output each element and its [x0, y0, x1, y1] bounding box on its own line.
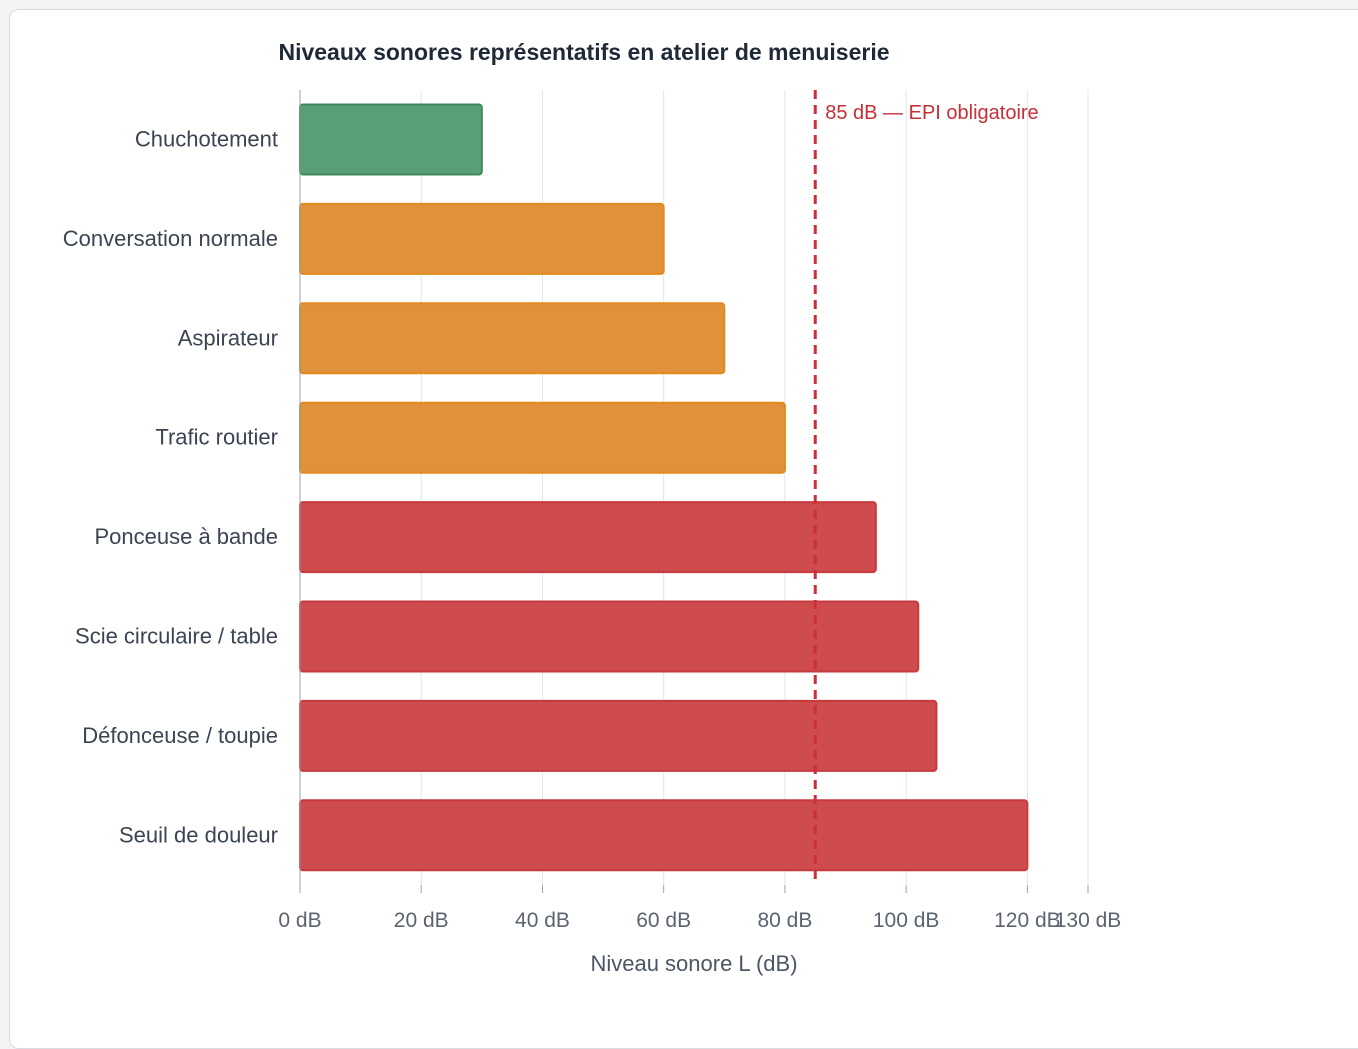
- bar: [299, 501, 877, 574]
- x-tick-label: 40 dB: [515, 909, 570, 932]
- chart: Niveaux sonores représentatifs en atelie…: [63, 39, 1122, 976]
- category-label: Chuchotement: [135, 127, 278, 152]
- bar: [299, 699, 938, 772]
- x-axis-title: Niveau sonore L (dB): [590, 951, 797, 976]
- bar: [299, 600, 920, 673]
- x-tick-label: 20 dB: [394, 909, 449, 932]
- bar: [299, 202, 665, 275]
- category-label: Ponceuse à bande: [95, 524, 279, 549]
- x-tick-label: 80 dB: [757, 909, 812, 932]
- chart-title: Niveaux sonores représentatifs en atelie…: [278, 39, 889, 65]
- x-tick-label: 100 dB: [873, 909, 940, 932]
- bar: [299, 302, 726, 375]
- x-tick-label: 60 dB: [636, 909, 691, 932]
- category-label: Seuil de douleur: [119, 822, 278, 847]
- category-label: Aspirateur: [178, 325, 278, 350]
- x-tick-label: 130 dB: [1055, 909, 1122, 932]
- threshold-label: 85 dB — EPI obligatoire: [825, 102, 1038, 124]
- category-labels: Chuchotement Conversation normale Aspirate…: [63, 127, 278, 848]
- category-label: Scie circulaire / table: [75, 624, 278, 649]
- bar: [299, 103, 483, 176]
- category-label: Trafic routier: [155, 425, 278, 450]
- bar: [299, 799, 1029, 872]
- x-tick-label: 120 dB: [994, 909, 1061, 932]
- x-tick-label: 0 dB: [278, 909, 321, 932]
- threshold-marker: 85 dB — EPI obligatoire: [813, 90, 1039, 885]
- category-label: Conversation normale: [63, 226, 278, 251]
- category-label: Défonceuse / toupie: [82, 723, 278, 748]
- bar: [299, 401, 786, 474]
- x-axis: 0 dB 20 dB 40 dB 60 dB 80 dB 100 dB 120 dB130 …: [278, 90, 1121, 932]
